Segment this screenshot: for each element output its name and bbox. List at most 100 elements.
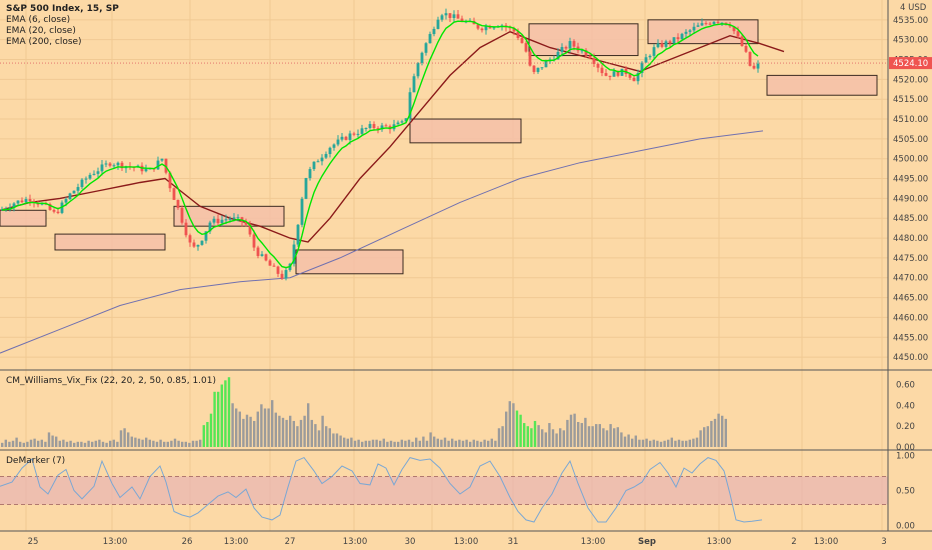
candle-body [348,133,352,140]
candle-body [356,133,360,135]
demarker-legend[interactable]: DeMarker (7) [6,456,66,466]
vix-bar [379,440,382,447]
price-tick-label: 4485.00 [893,214,928,224]
vix-bar [703,427,706,447]
vix-bar [573,413,576,447]
vix-bar [479,441,483,447]
candle-body [424,43,428,53]
vix-bar [116,441,119,447]
vix-tick-label: 0.00 [896,443,915,453]
candle-body [380,125,384,130]
candle-body [100,164,104,172]
candle-body [692,26,696,31]
candle-body [460,18,464,22]
vix-bar [361,441,364,447]
candle-body [420,52,424,63]
candle-body [700,23,704,26]
vix-bar [263,408,267,447]
vix-bar [382,438,385,447]
vix-bar [638,439,641,447]
candle-body [324,154,328,158]
zone-1 [54,233,166,251]
vix-bar [526,426,529,447]
candle-body [16,200,20,204]
candle-body [372,124,376,129]
chart-title: S&P 500 Index, 15, SP [6,4,119,14]
candle-body [300,198,304,225]
candle-body [84,178,88,180]
vix-bar [584,417,587,447]
candle-body [560,47,564,52]
ema200-line [0,130,764,354]
candle-body [740,36,744,47]
vix-bar [310,419,313,447]
vix-bar [393,441,396,447]
vix-bar [91,441,94,447]
vix-bar [87,440,90,447]
vix-bar [40,439,43,447]
vix-bar [58,440,61,447]
vix-bar [656,440,659,447]
vix-bar [598,424,601,447]
vix-bar [332,433,335,447]
vix-bar [292,420,295,447]
vix-bar [454,440,457,447]
candle-body [448,13,452,18]
vix-bar [130,436,133,447]
price-tick-label: 4480.00 [893,234,928,244]
candle-body [564,47,568,49]
candle-body [216,218,220,224]
vix-bar [706,426,709,447]
vix-bar [328,428,331,447]
vix-bar [55,436,58,447]
vix-bar [609,424,612,447]
legend-ema6[interactable]: EMA (6, close) [6,15,71,25]
candle-body [220,219,224,224]
vix-bar [112,439,115,447]
time-axis[interactable]: 25 13:00 26 13:00 27 13:00 30 13:00 31 13:00 Sep 13… [28,537,887,547]
legend-ema200[interactable]: EMA (200, close) [6,37,82,47]
vix-bar [44,441,47,447]
candle-body [292,244,296,264]
vix-bar [411,441,414,447]
price-tick-label: 4470.00 [893,274,928,284]
vix-bar [101,441,105,447]
candle-body [280,273,284,279]
vix-bar [350,437,353,447]
candle-body [536,67,540,72]
vix-bar [494,440,497,447]
legend-ema20[interactable]: EMA (20, close) [6,26,76,36]
vix-bar [670,437,673,447]
vix-bar [109,440,112,447]
vix-bar [105,442,108,447]
demarker-band [0,476,888,505]
candle-body [316,161,320,163]
vix-bar [278,415,281,447]
price-tick-label: 4505.00 [893,135,928,145]
vix-bar [119,430,123,447]
demarker-tick-label: 0.00 [896,522,915,532]
candle-body [744,46,748,52]
vix-bar [674,440,677,447]
vix-fix-pane [1,377,727,447]
demarker-pane [0,456,888,523]
vix-bar [51,435,54,447]
vix-bar [325,426,328,447]
candle-body [612,71,616,77]
candle-body [156,160,160,170]
candle-body [728,24,732,27]
vix-bar [465,439,468,447]
vix-bar [260,404,263,447]
candle-body [684,31,688,34]
vix-bar [296,426,299,447]
vix-bar [469,441,472,447]
price-axis[interactable]: 4450.00 4455.00 4460.00 4465.00 4470.00 4475.… [889,3,932,532]
candle-body [652,47,656,56]
vix-bar [235,408,238,447]
vix-bar [353,440,357,447]
zone-0 [0,209,47,227]
vix-legend[interactable]: CM_Williams_Vix_Fix (22, 20, 2, 50, 0.85… [6,376,217,386]
vix-bar [137,438,141,447]
candle-body [520,38,524,44]
candle-body [664,41,668,47]
